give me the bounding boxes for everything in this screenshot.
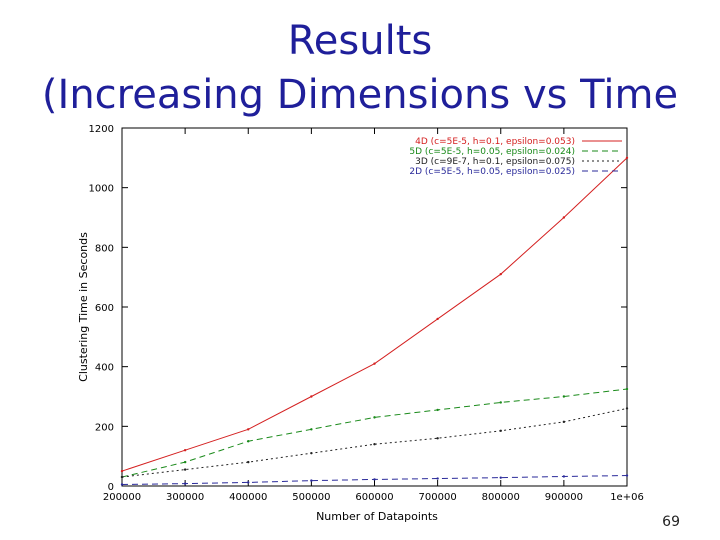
data-point	[373, 478, 376, 481]
data-point	[310, 451, 313, 455]
x-axis-label: Number of Datapoints	[316, 510, 438, 523]
x-tick-label: 800000	[482, 492, 520, 503]
data-point	[120, 469, 124, 473]
slide-title-line1: Results	[287, 18, 433, 64]
data-point	[120, 483, 124, 486]
data-point	[436, 437, 439, 440]
series-line-3	[121, 407, 628, 478]
data-point	[120, 475, 124, 479]
data-point	[562, 216, 566, 219]
data-point	[625, 387, 629, 391]
y-tick-label: 800	[95, 243, 114, 254]
plot-frame	[121, 127, 628, 487]
data-point	[436, 317, 439, 321]
y-tick-label: 1200	[89, 124, 114, 135]
data-point	[499, 476, 502, 479]
slide-title: Results (Increasing Dimensions vs Time	[0, 14, 720, 122]
data-point	[183, 449, 187, 452]
page-number: 69	[662, 514, 680, 530]
y-tick-label: 0	[108, 482, 114, 493]
data-point	[310, 428, 313, 431]
legend: 4D (c=5E-5, h=0.1, epsilon=0.053)5D (c=5…	[409, 137, 622, 177]
data-point	[183, 482, 187, 485]
legend-label: 4D (c=5E-5, h=0.1, epsilon=0.053)	[415, 137, 575, 147]
x-tick-label: 700000	[419, 492, 457, 503]
slide-title-line2: (Increasing Dimensions vs Time	[41, 72, 679, 118]
data-point	[499, 272, 502, 276]
data-point	[247, 428, 250, 431]
data-point	[247, 460, 250, 464]
series-line-1	[121, 157, 628, 472]
data-point	[373, 362, 376, 365]
x-tick-label: 300000	[166, 492, 204, 503]
axis-ticks: 0 200 400 600 800 1000 1200 200000 300000 400000 5…	[89, 124, 644, 503]
data-point	[625, 156, 629, 160]
y-tick-label: 600	[95, 303, 114, 314]
x-tick-label: 400000	[229, 492, 267, 503]
data-point	[562, 395, 566, 398]
data-point	[562, 475, 566, 478]
data-point	[436, 408, 439, 412]
data-point	[373, 416, 376, 419]
data-point	[247, 481, 250, 484]
data-point	[499, 401, 502, 404]
data-point	[436, 477, 439, 480]
series-line-2	[121, 388, 628, 478]
data-point	[625, 474, 629, 477]
series-lines	[120, 156, 629, 486]
data-point	[183, 460, 187, 464]
legend-label: 3D (c=9E-7, h=0.1, epsilon=0.075)	[415, 157, 575, 167]
legend-label: 5D (c=5E-5, h=0.05, epsilon=0.024)	[409, 147, 575, 157]
y-tick-label: 200	[95, 422, 114, 433]
data-point	[310, 395, 313, 398]
x-tick-label: 1e+06	[610, 492, 644, 503]
y-tick-label: 400	[95, 363, 114, 374]
y-tick-label: 1000	[89, 184, 114, 195]
data-point	[183, 468, 187, 471]
data-point	[499, 429, 502, 433]
data-point	[247, 440, 250, 443]
legend-label: 2D (c=5E-5, h=0.05, epsilon=0.025)	[409, 167, 575, 177]
x-tick-label: 600000	[355, 492, 393, 503]
x-tick-label: 500000	[292, 492, 330, 503]
data-point	[373, 443, 376, 446]
y-axis-label: Clustering Time in Seconds	[77, 232, 90, 382]
data-point	[562, 420, 566, 424]
x-tick-label: 200000	[103, 492, 141, 503]
data-point	[625, 407, 629, 410]
data-point	[310, 479, 313, 482]
x-tick-label: 900000	[545, 492, 583, 503]
